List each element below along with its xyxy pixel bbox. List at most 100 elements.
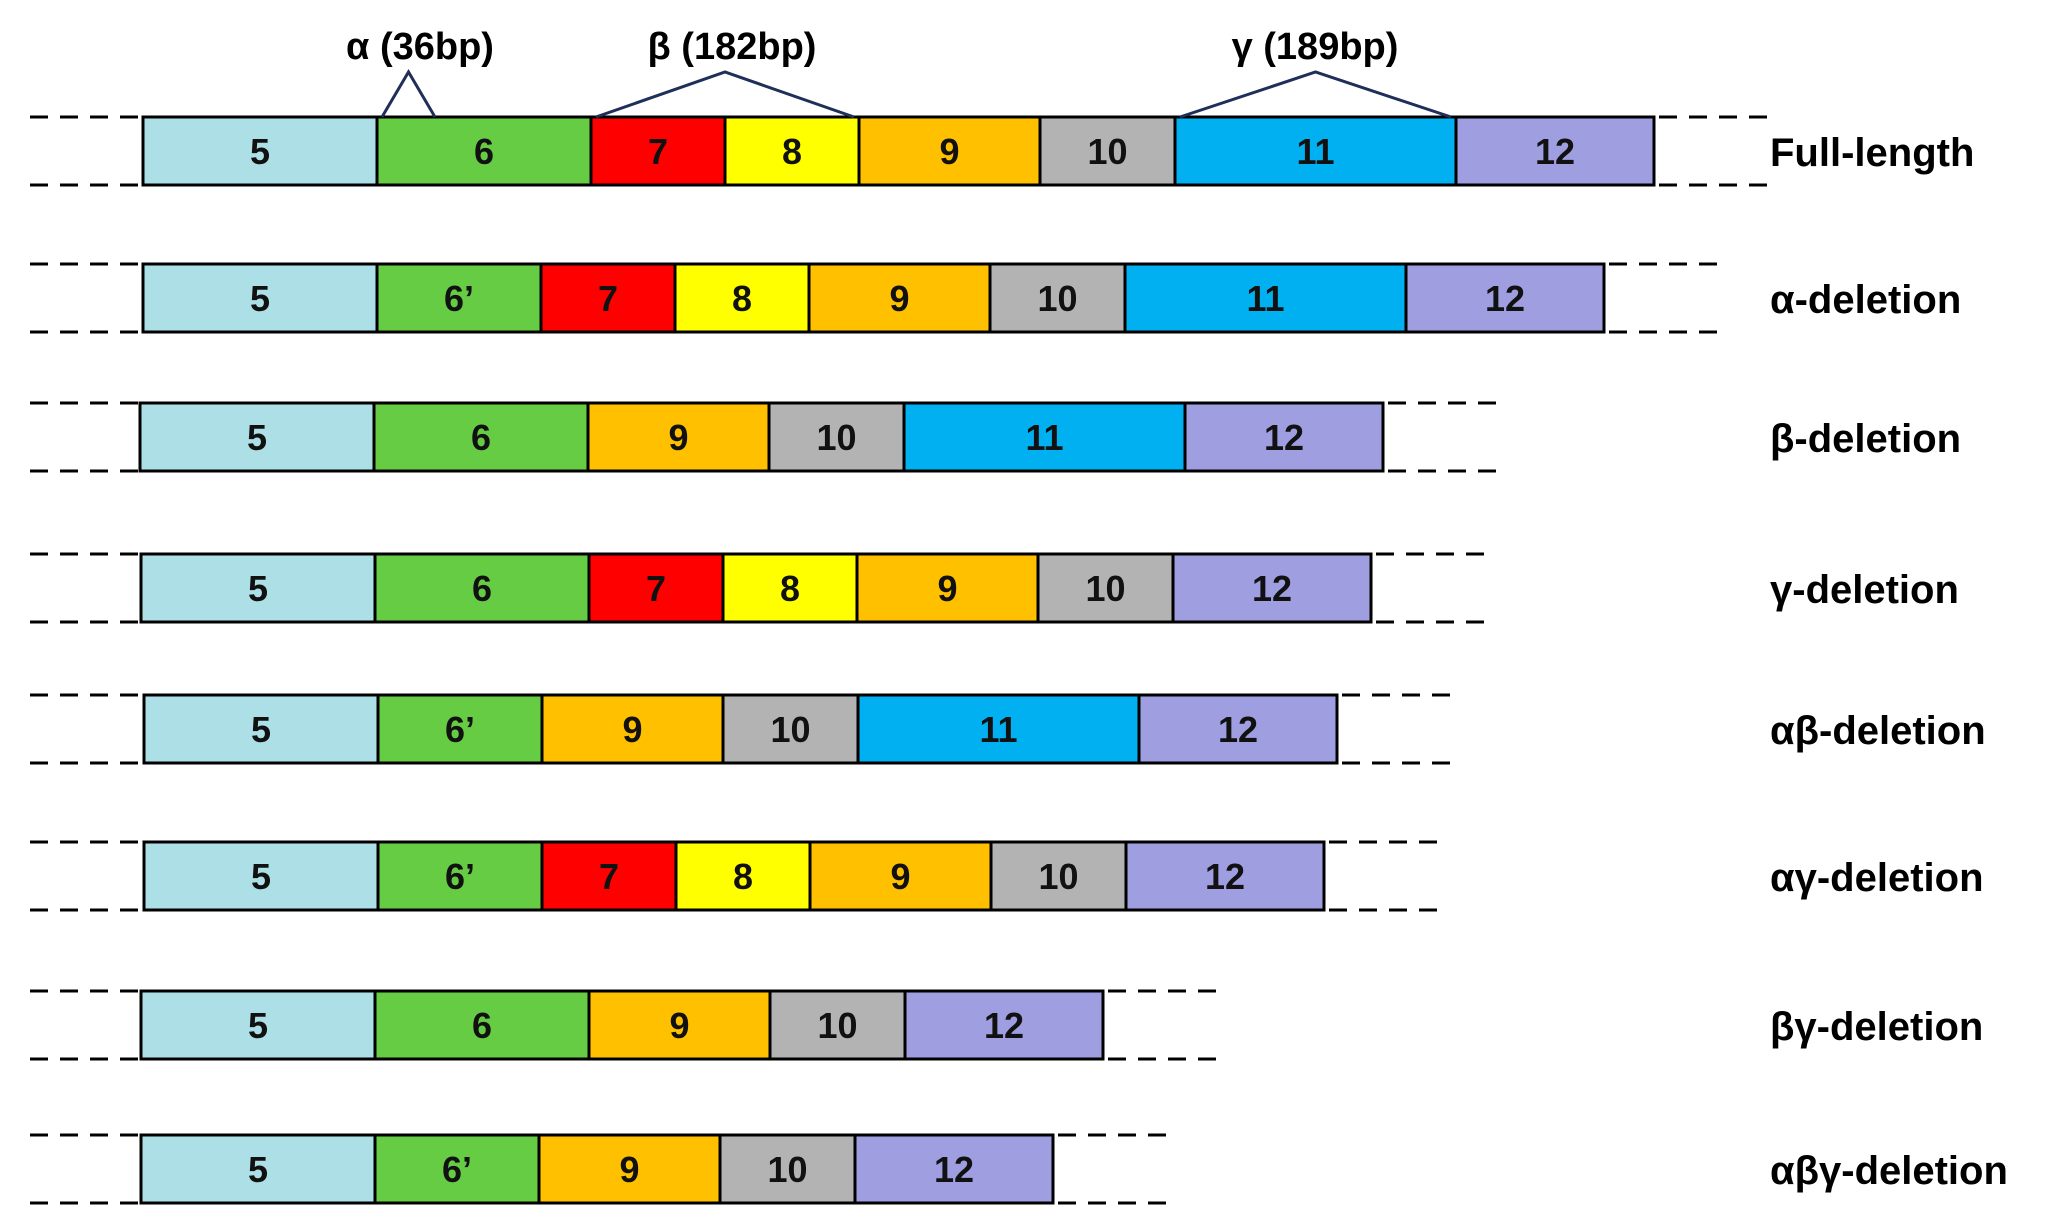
exon-11: 11 bbox=[856, 693, 1141, 765]
exon-label: 8 bbox=[732, 278, 752, 319]
exon-label: 6’ bbox=[444, 278, 474, 319]
exon-8: 8 bbox=[723, 115, 861, 187]
transcript-row-1: 5 6’ 7 8 9 10 11 12 α-deletion bbox=[30, 262, 1961, 334]
annotation-label: α (36bp) bbox=[346, 26, 494, 68]
exon-5: 5 bbox=[139, 552, 377, 624]
exon-label: 8 bbox=[780, 568, 800, 609]
deletion-annotations: α (36bp) β (182bp) γ (189bp) bbox=[346, 26, 1452, 119]
transcript-row-5: 5 6’ 7 8 9 10 12 αγ-deletion bbox=[30, 840, 1984, 912]
exon-label: 10 bbox=[816, 417, 856, 458]
exon-label: 12 bbox=[1252, 568, 1292, 609]
exon-label: 5 bbox=[248, 1005, 268, 1046]
exon-label: 9 bbox=[889, 278, 909, 319]
transcript-row-7: 5 6’ 9 10 12 αβγ-deletion bbox=[30, 1133, 2008, 1205]
exon-12: 12 bbox=[1404, 262, 1606, 334]
exon-label: 8 bbox=[782, 131, 802, 172]
exon-label: 12 bbox=[984, 1005, 1024, 1046]
exon-12: 12 bbox=[1454, 115, 1656, 187]
exon-10: 10 bbox=[1038, 115, 1177, 187]
exon-label: 5 bbox=[248, 1149, 268, 1190]
exon-label: 9 bbox=[937, 568, 957, 609]
row-label: β-deletion bbox=[1770, 417, 1961, 461]
row-label: γ-deletion bbox=[1770, 568, 1959, 612]
row-label: βγ-deletion bbox=[1770, 1005, 1983, 1049]
exon-label: 12 bbox=[1218, 709, 1258, 750]
transcript-row-3: 5 6 7 8 9 10 12 γ-deletion bbox=[30, 552, 1959, 624]
exon-label: 10 bbox=[1038, 856, 1078, 897]
exon-10: 10 bbox=[721, 693, 860, 765]
annotation-label: β (182bp) bbox=[648, 26, 817, 68]
exon-6: 6 bbox=[375, 115, 593, 187]
exon-6: 6 bbox=[372, 401, 590, 473]
exon-5: 5 bbox=[138, 401, 376, 473]
exon-11: 11 bbox=[1173, 115, 1458, 187]
row-label: αβ-deletion bbox=[1770, 709, 1986, 753]
exon-label: 5 bbox=[251, 709, 271, 750]
exon-label: 11 bbox=[1246, 278, 1284, 319]
annotation-beta: β (182bp) bbox=[595, 26, 855, 119]
exon-label: 6 bbox=[474, 131, 494, 172]
transcript-row-6: 5 6 9 10 12 βγ-deletion bbox=[30, 989, 1983, 1061]
exon-label: 12 bbox=[1485, 278, 1525, 319]
exon-9: 9 bbox=[586, 401, 771, 473]
exon-8: 8 bbox=[673, 262, 811, 334]
row-label: Full-length bbox=[1770, 131, 1974, 175]
exon-label: 10 bbox=[770, 709, 810, 750]
exon-label: 11 bbox=[1296, 131, 1334, 172]
exon-label: 10 bbox=[1087, 131, 1127, 172]
exon-8: 8 bbox=[721, 552, 859, 624]
annotation-gamma: γ (189bp) bbox=[1179, 26, 1452, 119]
exon-9: 9 bbox=[855, 552, 1040, 624]
exon-9: 9 bbox=[540, 693, 725, 765]
exon-7: 7 bbox=[539, 262, 677, 334]
exon-5: 5 bbox=[139, 1133, 377, 1205]
exon-label: 9 bbox=[939, 131, 959, 172]
transcript-row-0: 5 6 7 8 9 10 11 12 Full-length bbox=[30, 115, 1974, 187]
exon-label: 9 bbox=[890, 856, 910, 897]
exon-6-prime: 6’ bbox=[376, 693, 544, 765]
exon-12: 12 bbox=[903, 989, 1105, 1061]
exon-11: 11 bbox=[1123, 262, 1408, 334]
exon-label: 5 bbox=[248, 568, 268, 609]
exon-label: 6’ bbox=[445, 709, 475, 750]
exon-label: 8 bbox=[733, 856, 753, 897]
exon-label: 6’ bbox=[442, 1149, 472, 1190]
exon-label: 7 bbox=[648, 131, 668, 172]
exon-6: 6 bbox=[373, 552, 591, 624]
exon-12: 12 bbox=[1124, 840, 1326, 912]
exon-10: 10 bbox=[767, 401, 906, 473]
exon-9: 9 bbox=[808, 840, 993, 912]
exon-label: 6 bbox=[472, 568, 492, 609]
transcript-row-2: 5 6 9 10 11 12 β-deletion bbox=[30, 401, 1961, 473]
exon-11: 11 bbox=[902, 401, 1187, 473]
exon-10: 10 bbox=[718, 1133, 857, 1205]
annotation-alpha: α (36bp) bbox=[346, 26, 494, 118]
exon-10: 10 bbox=[989, 840, 1128, 912]
exon-9: 9 bbox=[537, 1133, 722, 1205]
exon-12: 12 bbox=[853, 1133, 1055, 1205]
transcript-row-4: 5 6’ 9 10 11 12 αβ-deletion bbox=[30, 693, 1986, 765]
exon-label: 12 bbox=[1205, 856, 1245, 897]
row-label: αγ-deletion bbox=[1770, 856, 1984, 900]
exon-label: 5 bbox=[250, 278, 270, 319]
exon-label: 10 bbox=[1037, 278, 1077, 319]
exon-5: 5 bbox=[139, 989, 377, 1061]
exon-label: 9 bbox=[622, 709, 642, 750]
exon-12: 12 bbox=[1171, 552, 1373, 624]
exon-12: 12 bbox=[1183, 401, 1385, 473]
row-label: αβγ-deletion bbox=[1770, 1149, 2008, 1193]
exon-label: 6 bbox=[472, 1005, 492, 1046]
annotation-label: γ (189bp) bbox=[1232, 26, 1399, 68]
exon-label: 6’ bbox=[445, 856, 475, 897]
exon-6-prime: 6’ bbox=[376, 840, 544, 912]
exon-label: 7 bbox=[599, 856, 619, 897]
exon-label: 9 bbox=[619, 1149, 639, 1190]
exon-5: 5 bbox=[142, 840, 380, 912]
row-label: α-deletion bbox=[1770, 278, 1961, 322]
exon-9: 9 bbox=[857, 115, 1042, 187]
exon-label: 12 bbox=[1535, 131, 1575, 172]
exon-10: 10 bbox=[768, 989, 907, 1061]
exon-label: 11 bbox=[979, 709, 1017, 750]
exon-label: 10 bbox=[767, 1149, 807, 1190]
